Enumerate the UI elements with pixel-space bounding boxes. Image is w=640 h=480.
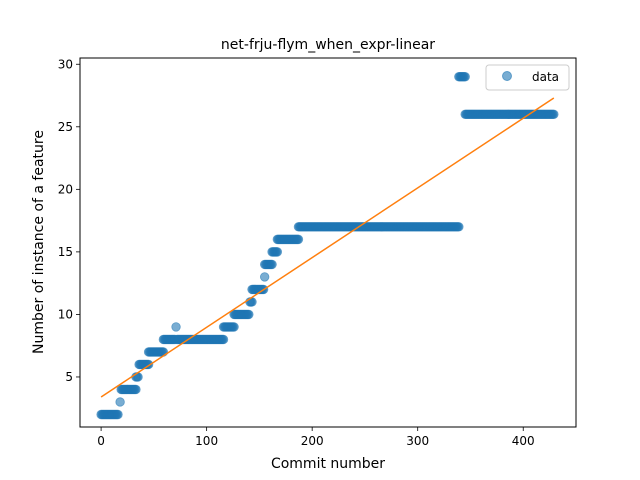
legend-label-data: data (532, 70, 559, 84)
chart-title: net-frju-flym_when_expr-linear (221, 37, 435, 53)
data-point (171, 322, 181, 332)
y-tick-label: 5 (65, 370, 73, 384)
legend: data (485, 64, 570, 91)
data-point (549, 109, 559, 119)
y-tick-label: 30 (58, 57, 73, 71)
fit-line-layer (100, 97, 555, 398)
axis-ticks: 0 100 200 300 400 5 10 15 20 25 30 (58, 57, 535, 448)
x-tick-label: 100 (195, 434, 218, 448)
plot-frame (79, 57, 577, 428)
x-tick-label: 300 (406, 434, 429, 448)
x-axis-label: Commit number (271, 456, 385, 472)
x-tick-label: 0 (97, 434, 105, 448)
data-point (229, 322, 239, 332)
data-point (267, 259, 277, 270)
x-tick-label: 400 (512, 434, 535, 448)
x-tick-label: 200 (301, 434, 324, 448)
y-tick-label: 20 (58, 182, 73, 196)
data-point (131, 384, 141, 395)
y-tick-label: 10 (58, 307, 73, 321)
legend-marker-icon (502, 71, 512, 81)
data-point (244, 309, 254, 320)
data-point (115, 397, 125, 407)
y-axis-label: Number of instance of a feature (31, 130, 47, 354)
data-point (158, 347, 169, 357)
data-point (218, 334, 229, 345)
fit-line (100, 97, 555, 398)
y-tick-label: 25 (58, 120, 73, 134)
data-point (259, 272, 270, 282)
y-tick-label: 15 (58, 245, 73, 259)
data-point (454, 222, 464, 232)
data-point (113, 409, 123, 420)
data-point (460, 72, 470, 82)
data-point (293, 234, 304, 245)
data-point (272, 247, 283, 257)
